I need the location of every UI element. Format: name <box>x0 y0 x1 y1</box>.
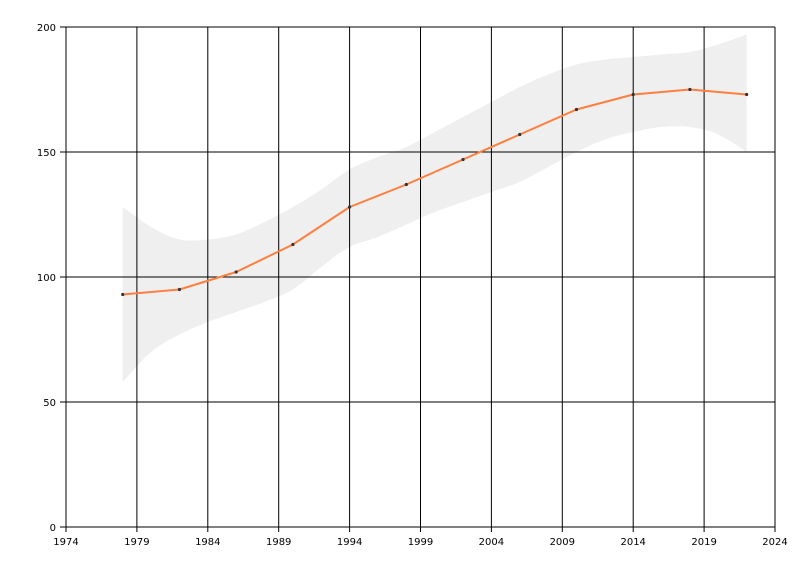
data-point <box>518 132 522 137</box>
data-point <box>291 242 295 247</box>
series-line <box>122 88 747 296</box>
x-tick-label: 2014 <box>620 537 645 548</box>
x-tick-label: 1999 <box>408 537 433 548</box>
y-tick-label: 50 <box>43 398 56 409</box>
x-tick-label: 1979 <box>124 537 149 548</box>
x-tick-label: 1974 <box>53 537 78 548</box>
y-tick-label: 0 <box>50 523 56 534</box>
x-tick-label: 1984 <box>195 537 220 548</box>
y-tick-label: 150 <box>37 148 56 159</box>
data-point <box>688 87 692 92</box>
y-tick-label: 200 <box>37 23 56 34</box>
x-tick-label: 2019 <box>691 537 716 548</box>
data-point <box>745 92 749 97</box>
tick-label-layer: 1974 1979 1984 1989 1994 1999 2004 2009 2014 2019… <box>37 23 788 548</box>
y-tick-label: 100 <box>37 273 56 284</box>
data-point <box>177 287 182 292</box>
x-tick-label: 2009 <box>550 537 575 548</box>
grid-layer <box>60 26 776 532</box>
data-point <box>348 205 352 209</box>
series-layer <box>121 87 749 297</box>
axis-layer <box>65 27 775 528</box>
data-point <box>234 270 238 274</box>
x-tick-label: 2024 <box>762 537 787 548</box>
data-point <box>121 292 125 297</box>
data-point <box>404 182 408 187</box>
data-point <box>631 92 635 97</box>
data-point <box>574 107 579 112</box>
x-tick-label: 1994 <box>337 537 362 548</box>
data-point <box>461 157 465 162</box>
x-tick-label: 1989 <box>266 537 291 548</box>
x-tick-label: 2004 <box>479 537 504 548</box>
